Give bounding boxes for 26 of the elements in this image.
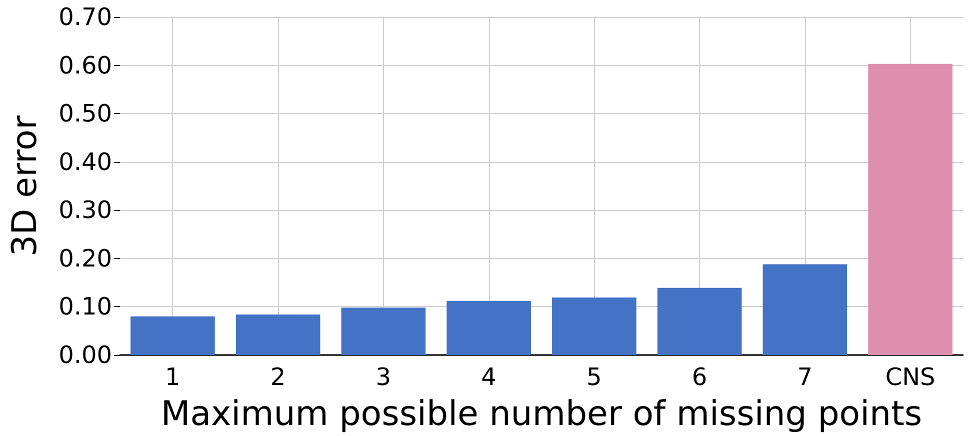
y-tick-label: 0.60: [58, 51, 112, 80]
y-tick-label: 0.20: [58, 244, 112, 272]
x-tick-label: 7: [797, 363, 813, 391]
y-tick-label: 0.30: [58, 196, 112, 224]
y-tick-label: 0.10: [58, 292, 112, 321]
x-tick-label: 1: [165, 363, 180, 391]
bar: [552, 298, 636, 355]
y-tick-label: 0.40: [58, 148, 112, 176]
x-axis-title: Maximum possible number of missing points: [160, 394, 922, 434]
x-tick-label: 3: [376, 363, 392, 391]
y-tick-label: 0.70: [58, 3, 112, 31]
y-axis-title: 3D error: [5, 116, 45, 256]
bar: [236, 314, 320, 355]
bar: [446, 300, 531, 355]
x-tick-label: 4: [481, 363, 496, 391]
bar: [762, 264, 848, 355]
bar: [130, 316, 215, 355]
x-tick-label: CNS: [885, 363, 936, 391]
y-tick-label: 0.00: [58, 341, 112, 369]
bar: [657, 288, 742, 355]
x-tick-label: 6: [692, 363, 708, 391]
bar: [868, 64, 952, 355]
bar: [341, 308, 426, 355]
x-tick-label: 5: [586, 363, 602, 391]
y-tick-label: 0.50: [58, 100, 112, 128]
x-tick-label: 2: [270, 363, 286, 391]
